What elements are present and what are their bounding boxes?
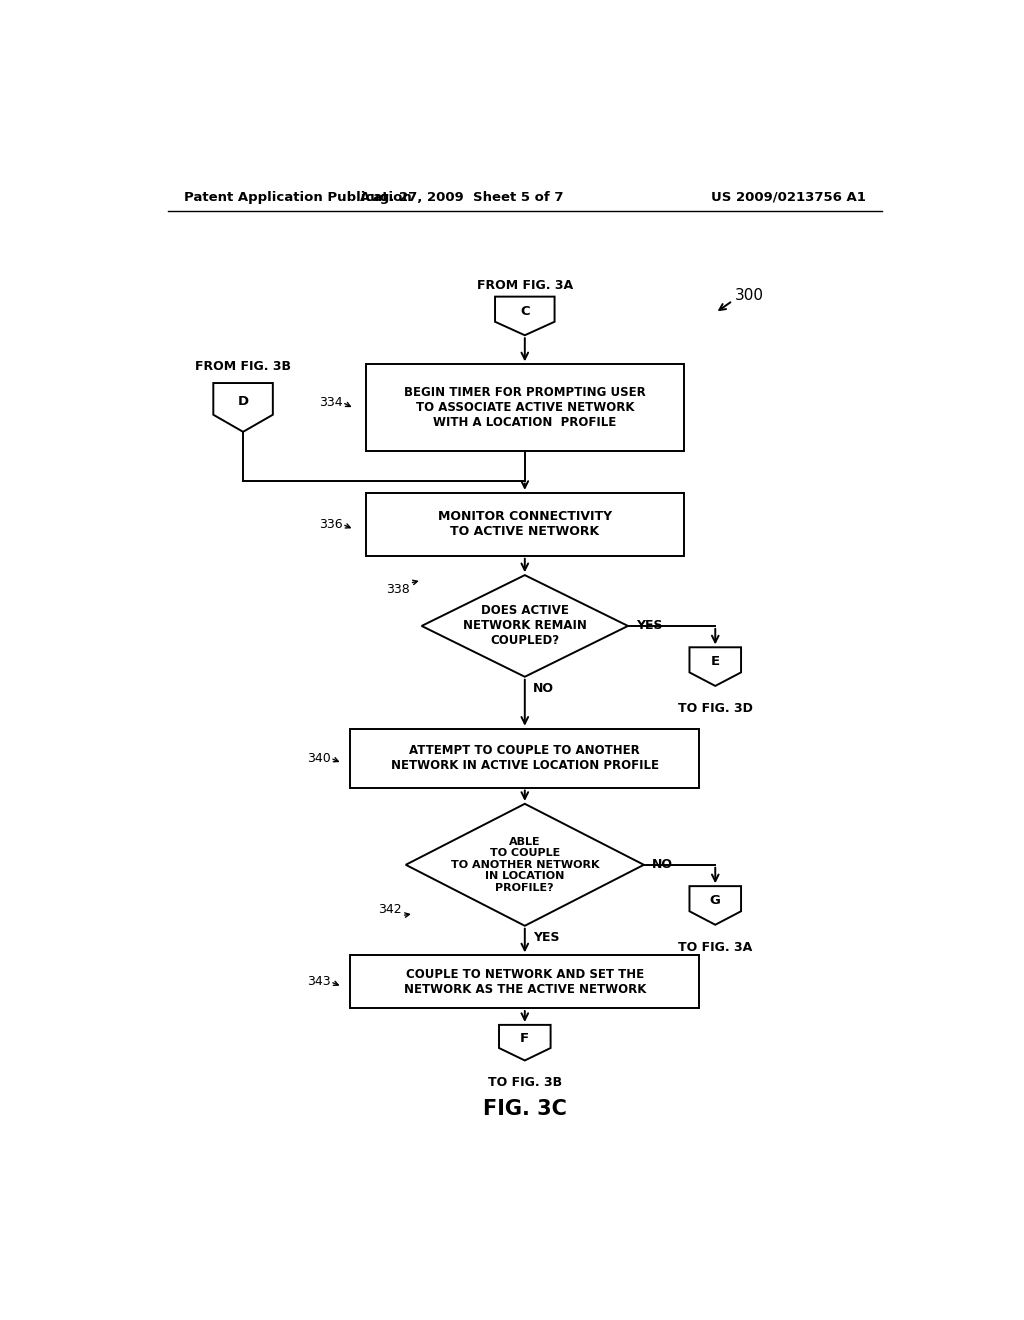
Text: Patent Application Publication: Patent Application Publication	[183, 190, 412, 203]
Text: ATTEMPT TO COUPLE TO ANOTHER
NETWORK IN ACTIVE LOCATION PROFILE: ATTEMPT TO COUPLE TO ANOTHER NETWORK IN …	[391, 744, 658, 772]
Text: NO: NO	[652, 858, 673, 871]
Text: 300: 300	[735, 288, 764, 304]
Text: FROM FIG. 3A: FROM FIG. 3A	[477, 279, 572, 292]
Text: 343: 343	[307, 975, 331, 989]
FancyBboxPatch shape	[350, 956, 699, 1008]
Text: DOES ACTIVE
NETWORK REMAIN
COUPLED?: DOES ACTIVE NETWORK REMAIN COUPLED?	[463, 605, 587, 647]
Polygon shape	[495, 297, 555, 335]
Text: F: F	[520, 1032, 529, 1044]
Polygon shape	[422, 576, 628, 677]
Text: 334: 334	[318, 396, 342, 409]
Text: E: E	[711, 655, 720, 668]
Text: TO FIG. 3B: TO FIG. 3B	[487, 1076, 562, 1089]
Text: NO: NO	[532, 682, 554, 696]
Text: C: C	[520, 305, 529, 318]
Text: MONITOR CONNECTIVITY
TO ACTIVE NETWORK: MONITOR CONNECTIVITY TO ACTIVE NETWORK	[437, 511, 612, 539]
Polygon shape	[406, 804, 644, 925]
Text: FIG. 3C: FIG. 3C	[483, 1098, 566, 1119]
Text: YES: YES	[532, 932, 559, 945]
Polygon shape	[689, 886, 741, 925]
Text: 336: 336	[318, 517, 342, 531]
Text: G: G	[710, 894, 721, 907]
Text: COUPLE TO NETWORK AND SET THE
NETWORK AS THE ACTIVE NETWORK: COUPLE TO NETWORK AND SET THE NETWORK AS…	[403, 968, 646, 995]
Text: ABLE
TO COUPLE
TO ANOTHER NETWORK
IN LOCATION
PROFILE?: ABLE TO COUPLE TO ANOTHER NETWORK IN LOC…	[451, 837, 599, 894]
Text: TO FIG. 3D: TO FIG. 3D	[678, 702, 753, 714]
FancyBboxPatch shape	[367, 364, 684, 450]
Text: 338: 338	[386, 583, 410, 597]
Text: YES: YES	[636, 619, 663, 632]
FancyBboxPatch shape	[367, 492, 684, 556]
Text: BEGIN TIMER FOR PROMPTING USER
TO ASSOCIATE ACTIVE NETWORK
WITH A LOCATION  PROF: BEGIN TIMER FOR PROMPTING USER TO ASSOCI…	[403, 385, 646, 429]
Polygon shape	[499, 1024, 551, 1060]
Polygon shape	[689, 647, 741, 686]
Text: TO FIG. 3A: TO FIG. 3A	[678, 941, 753, 953]
Polygon shape	[213, 383, 272, 432]
Text: D: D	[238, 395, 249, 408]
Text: 340: 340	[306, 751, 331, 764]
FancyBboxPatch shape	[350, 729, 699, 788]
Text: FROM FIG. 3B: FROM FIG. 3B	[195, 360, 291, 374]
Text: Aug. 27, 2009  Sheet 5 of 7: Aug. 27, 2009 Sheet 5 of 7	[359, 190, 563, 203]
Text: US 2009/0213756 A1: US 2009/0213756 A1	[712, 190, 866, 203]
Text: 342: 342	[378, 903, 401, 916]
